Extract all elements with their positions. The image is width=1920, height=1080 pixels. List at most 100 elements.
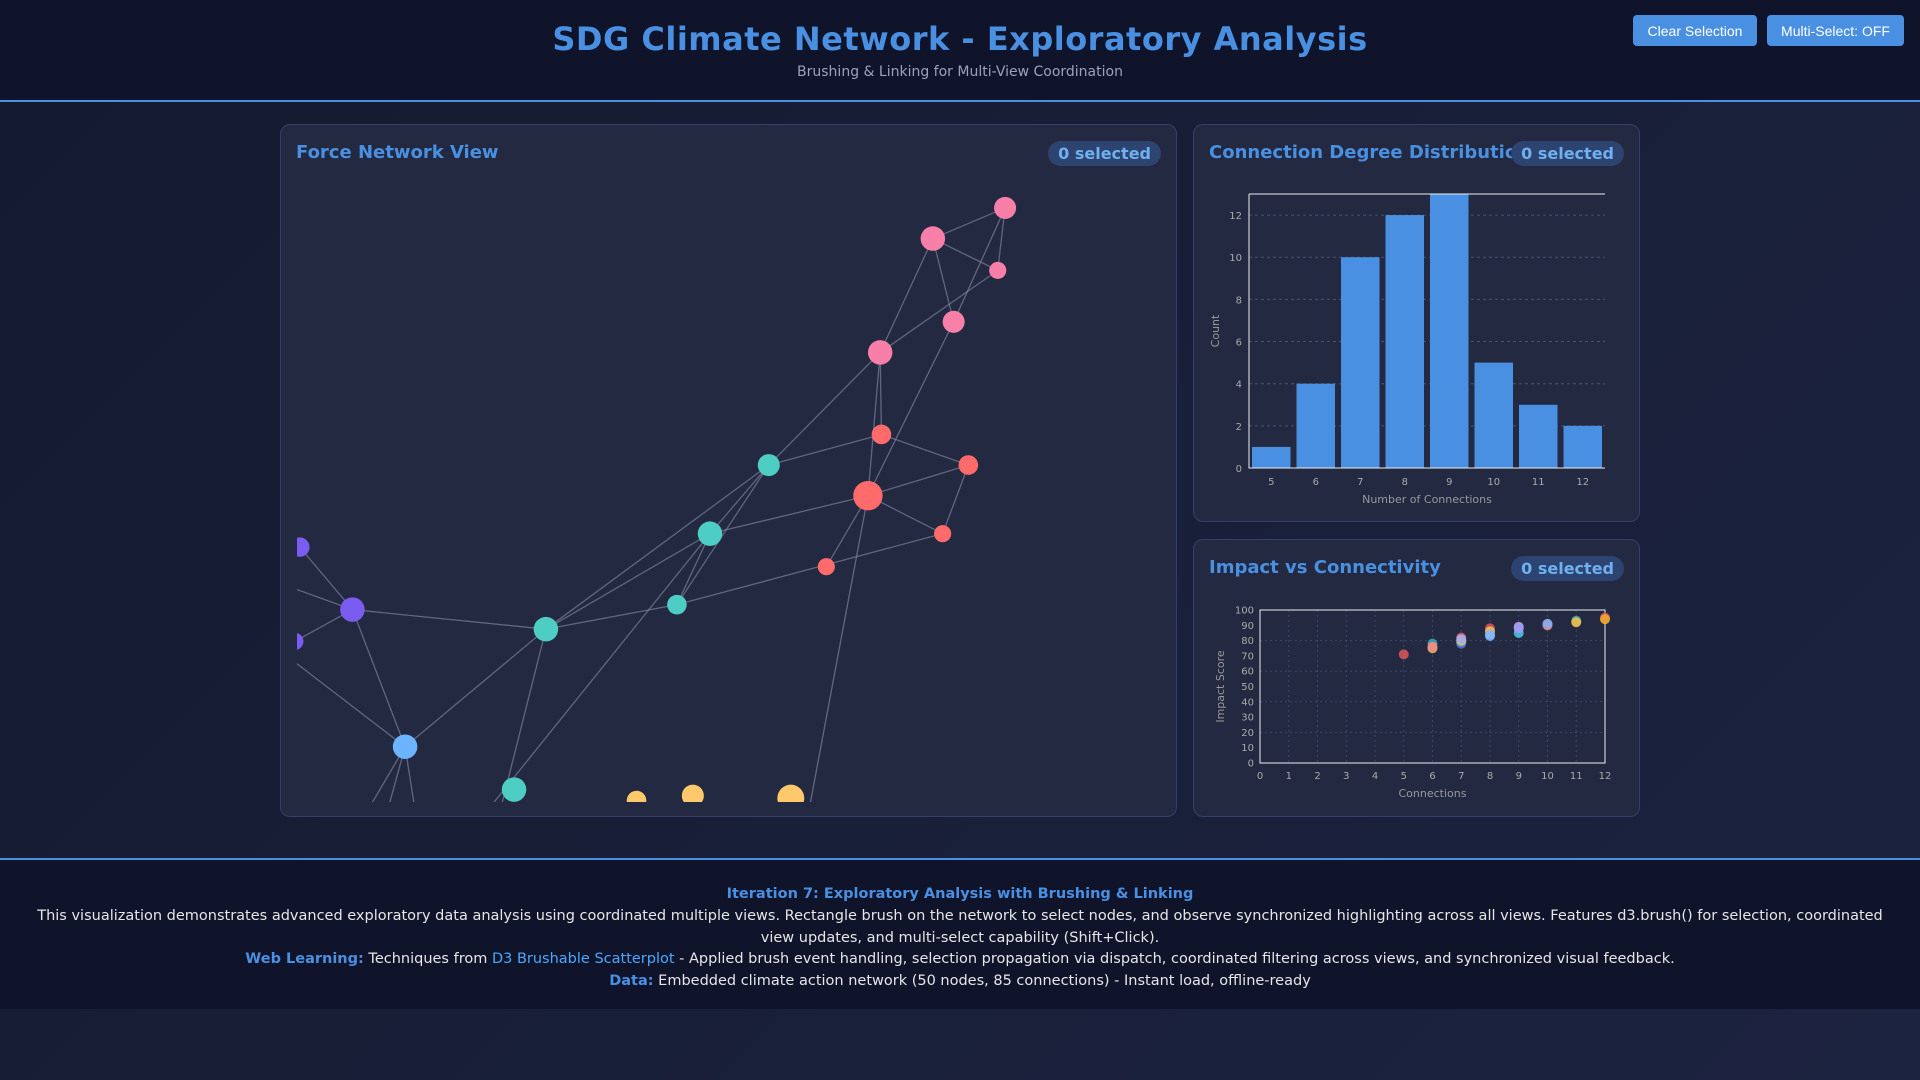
- network-canvas[interactable]: [281, 125, 1177, 817]
- data-text: Embedded climate action network (50 node…: [658, 973, 1311, 990]
- network-link: [299, 546, 353, 610]
- x-tick-label: 9: [1516, 771, 1522, 782]
- network-node: [533, 616, 559, 642]
- histogram-bar: [1563, 425, 1602, 468]
- scatter-selected-badge: 0 selected: [1511, 556, 1624, 581]
- network-link: [676, 533, 711, 605]
- x-tick-label: 10: [1541, 771, 1554, 782]
- x-tick-label: 6: [1313, 477, 1319, 488]
- network-link: [545, 464, 770, 630]
- y-tick-label: 8: [1236, 295, 1242, 306]
- histogram-panel: Connection Degree Distribution 0 selecte…: [1193, 124, 1640, 522]
- network-link: [932, 238, 955, 322]
- y-axis-label: Count: [1209, 314, 1222, 347]
- network-node: [697, 521, 723, 546]
- y-tick-label: 100: [1235, 606, 1254, 617]
- network-node: [853, 481, 883, 511]
- scatter-chart[interactable]: 0 1 2 3 4 5 6 7 8 9 10 11 120102030405060708090100Co…: [1194, 540, 1640, 817]
- network-link: [352, 608, 546, 630]
- network-node: [777, 784, 805, 802]
- y-tick-label: 60: [1241, 667, 1254, 678]
- x-tick-label: 11: [1532, 477, 1545, 488]
- histogram-title: Connection Degree Distribution: [1209, 142, 1531, 163]
- y-tick-label: 70: [1241, 651, 1254, 662]
- y-tick-label: 30: [1241, 713, 1254, 724]
- network-link: [545, 533, 711, 630]
- x-tick-label: 8: [1402, 477, 1408, 488]
- histogram-selected-badge: 0 selected: [1511, 141, 1624, 166]
- y-tick-label: 50: [1241, 682, 1254, 693]
- footer-data: Data: Embedded climate action network (5…: [0, 971, 1920, 993]
- network-node: [501, 777, 527, 802]
- histogram-bar: [1519, 404, 1558, 468]
- y-tick-label: 0: [1236, 464, 1242, 475]
- x-tick-label: 12: [1576, 477, 1589, 488]
- x-tick-label: 7: [1458, 771, 1464, 782]
- network-link: [545, 604, 678, 630]
- x-tick-label: 2: [1314, 771, 1320, 782]
- network-node: [934, 525, 952, 543]
- network-link: [297, 663, 406, 748]
- x-tick-label: 5: [1401, 771, 1407, 782]
- network-link: [932, 207, 1006, 240]
- y-tick-label: 80: [1241, 636, 1254, 647]
- scatter-point: [1600, 614, 1610, 625]
- network-link: [953, 207, 1006, 323]
- network-node: [867, 340, 893, 365]
- web-learning-post: - Applied brush event handling, selectio…: [679, 951, 1675, 968]
- histogram-chart[interactable]: 0 2 4 6 8 10 12 5 6 7 8 9 10 11 12 Number of Connection…: [1194, 125, 1640, 522]
- x-tick-label: 4: [1372, 771, 1378, 782]
- histogram-bar: [1296, 383, 1335, 468]
- x-tick-label: 0: [1257, 771, 1263, 782]
- network-node: [942, 310, 965, 333]
- plot-frame: [1259, 609, 1606, 764]
- network-link: [709, 464, 770, 535]
- network-link: [879, 269, 999, 353]
- scatter-point: [1542, 618, 1553, 629]
- network-title: Force Network View: [296, 142, 499, 163]
- network-node: [920, 226, 946, 251]
- scatter-point: [1398, 649, 1409, 660]
- y-tick-label: 10: [1241, 743, 1254, 754]
- x-axis-label: Number of Connections: [1362, 493, 1492, 506]
- histogram-bar: [1474, 362, 1513, 468]
- scatter-point: [1456, 634, 1467, 645]
- x-tick-label: 11: [1570, 771, 1583, 782]
- histogram-bar: [1252, 446, 1291, 468]
- y-tick-label: 2: [1236, 422, 1242, 433]
- network-link: [881, 433, 969, 466]
- y-tick-label: 90: [1241, 621, 1254, 632]
- multi-select-toggle[interactable]: Multi-Select: OFF: [1767, 15, 1904, 46]
- network-link: [879, 352, 883, 435]
- page-subtitle: Brushing & Linking for Multi-View Coordi…: [797, 64, 1123, 80]
- network-node: [817, 558, 835, 576]
- x-tick-label: 12: [1599, 771, 1612, 782]
- network-graph: [297, 196, 1017, 802]
- brushable-scatterplot-link[interactable]: D3 Brushable Scatterplot: [491, 951, 675, 968]
- y-tick-label: 0: [1248, 759, 1254, 770]
- footer-description: This visualization demonstrates advanced…: [37, 907, 1883, 946]
- network-link: [493, 533, 711, 802]
- network-link: [867, 464, 969, 497]
- x-tick-label: 3: [1343, 771, 1349, 782]
- network-node: [757, 454, 780, 477]
- network-link: [879, 238, 934, 353]
- y-tick-label: 20: [1241, 728, 1254, 739]
- y-tick-label: 4: [1236, 380, 1242, 391]
- network-link: [709, 495, 869, 535]
- network-node: [392, 734, 418, 759]
- y-tick-label: 40: [1241, 697, 1254, 708]
- network-link: [351, 609, 406, 747]
- network-node: [297, 537, 310, 557]
- web-learning-label: Web Learning:: [245, 951, 364, 968]
- x-tick-label: 7: [1357, 477, 1363, 488]
- page-title: SDG Climate Network - Exploratory Analys…: [552, 20, 1368, 58]
- x-tick-label: 9: [1446, 477, 1452, 488]
- x-tick-label: 8: [1487, 771, 1493, 782]
- header: SDG Climate Network - Exploratory Analys…: [0, 0, 1920, 102]
- clear-selection-button[interactable]: Clear Selection: [1633, 15, 1757, 46]
- scatter-point: [1513, 623, 1524, 634]
- x-tick-label: 5: [1268, 477, 1274, 488]
- scatter-point: [1427, 641, 1438, 652]
